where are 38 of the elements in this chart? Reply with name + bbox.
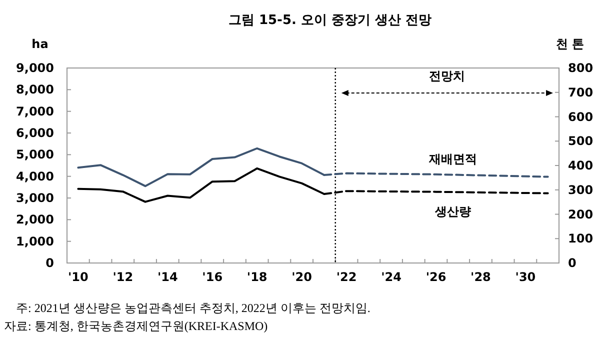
x-tick-label: '14 xyxy=(157,270,178,284)
y-tick-label: 4,000 xyxy=(16,169,54,184)
x-tick-label: '22 xyxy=(336,270,357,284)
y2-tick-label: 400 xyxy=(568,158,594,172)
y2-tick-label: 800 xyxy=(568,61,594,75)
y2-tick-label: 600 xyxy=(568,110,594,124)
chart-title: 그림 15-5. 오이 중장기 생산 전망 xyxy=(228,13,432,28)
x-tick-label: '12 xyxy=(112,270,134,284)
y-tick-label: 5,000 xyxy=(16,148,54,162)
x-tick-label: '16 xyxy=(202,270,223,284)
x-tick-label: '30 xyxy=(515,270,536,284)
text: 자료: 통계청, 한국농촌경제연구원(KREI-KASMO) xyxy=(4,319,268,333)
y-tick-label: 6,000 xyxy=(16,126,54,140)
y-tick-label: 9,000 xyxy=(16,61,54,75)
y-tick-label: 2,000 xyxy=(16,212,54,227)
y-tick-label: 8,000 xyxy=(16,82,54,97)
y2-tick-label: 0 xyxy=(568,256,576,270)
x-tick-label: '24 xyxy=(381,270,402,284)
x-tick-label: '18 xyxy=(246,270,268,284)
annotation: 전망치 xyxy=(429,69,466,83)
series-label: 재배면적 xyxy=(428,152,477,166)
y2-tick-label: 300 xyxy=(568,182,594,197)
x-tick-label: '28 xyxy=(470,270,491,284)
x-tick-label: '26 xyxy=(426,270,446,284)
y2-tick-label: 100 xyxy=(568,232,594,246)
x-tick-label: '20 xyxy=(292,270,312,284)
text: 주: 2021년 생산량은 농업관측센터 추정치, 2022년 이후는 전망치임. xyxy=(16,301,370,315)
y-tick-label: 1,000 xyxy=(16,234,54,248)
y-tick-label: 7,000 xyxy=(16,104,54,118)
y-axis-title: ha xyxy=(32,37,48,51)
x-tick-label: '10 xyxy=(68,270,88,284)
y2-tick-label: 700 xyxy=(568,85,594,100)
y-tick-label: 3,000 xyxy=(16,191,54,205)
y2-tick-label: 500 xyxy=(568,134,594,148)
y-tick-label: 0 xyxy=(46,256,54,270)
y2-tick-label: 200 xyxy=(568,207,594,222)
y2-axis-title: 천 톤 xyxy=(556,37,584,51)
series-label: 생산량 xyxy=(434,204,471,218)
